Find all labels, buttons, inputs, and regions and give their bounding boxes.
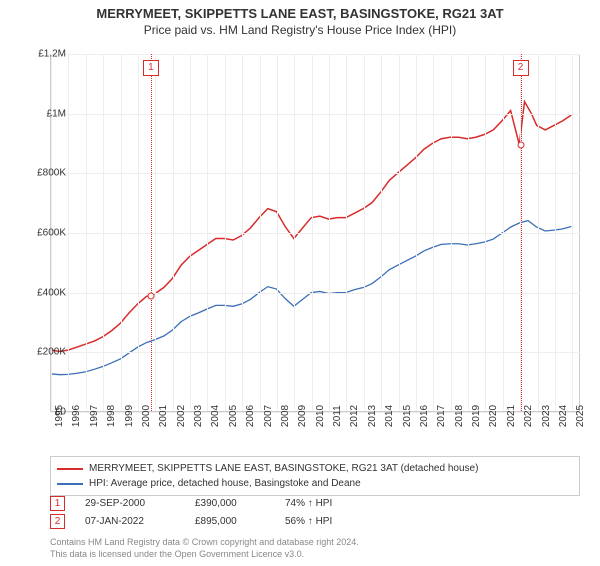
event-point-marker <box>147 292 154 299</box>
legend-row: MERRYMEET, SKIPPETTS LANE EAST, BASINGST… <box>57 461 573 476</box>
event-row: 2 07-JAN-2022 £895,000 56% ↑ HPI <box>50 512 580 530</box>
event-vline <box>151 54 152 411</box>
chart-title-sub: Price paid vs. HM Land Registry's House … <box>0 23 600 37</box>
chart-area: 12 <box>50 54 580 412</box>
x-axis-label: 1996 <box>71 405 82 427</box>
x-axis-label: 2003 <box>193 405 204 427</box>
x-axis-label: 2008 <box>280 405 291 427</box>
legend-swatch <box>57 468 83 470</box>
x-axis-label: 2000 <box>141 405 152 427</box>
x-axis-label: 2007 <box>263 405 274 427</box>
event-table: 1 29-SEP-2000 £390,000 74% ↑ HPI 2 07-JAN-202… <box>50 494 580 530</box>
x-axis-label: 1997 <box>89 405 100 427</box>
x-axis-label: 2002 <box>176 405 187 427</box>
x-axis-label: 2014 <box>384 405 395 427</box>
x-axis-label: 1999 <box>124 405 135 427</box>
x-axis-label: 2010 <box>315 405 326 427</box>
event-marker-box: 2 <box>513 60 529 76</box>
event-row-price: £895,000 <box>195 516 265 527</box>
x-axis-label: 2004 <box>210 405 221 427</box>
x-axis-label: 2020 <box>488 405 499 427</box>
x-axis-label: 2025 <box>575 405 586 427</box>
chart-title-main: MERRYMEET, SKIPPETTS LANE EAST, BASINGST… <box>0 6 600 21</box>
event-row-date: 29-SEP-2000 <box>85 498 175 509</box>
legend-swatch <box>57 483 83 485</box>
x-axis-label: 2023 <box>541 405 552 427</box>
footer-line-2: This data is licensed under the Open Gov… <box>50 548 359 560</box>
event-point-marker <box>517 141 524 148</box>
event-row: 1 29-SEP-2000 £390,000 74% ↑ HPI <box>50 494 580 512</box>
x-axis-label: 2001 <box>158 405 169 427</box>
y-axis-label: £1.2M <box>38 49 66 60</box>
event-row-price: £390,000 <box>195 498 265 509</box>
footer-text: Contains HM Land Registry data © Crown c… <box>50 536 359 560</box>
legend-label: MERRYMEET, SKIPPETTS LANE EAST, BASINGST… <box>89 463 478 474</box>
x-axis-label: 2015 <box>402 405 413 427</box>
y-axis-label: £1M <box>47 108 66 119</box>
legend-box: MERRYMEET, SKIPPETTS LANE EAST, BASINGST… <box>50 456 580 496</box>
y-axis-label: £200K <box>37 347 66 358</box>
y-axis-label: £400K <box>37 287 66 298</box>
x-axis-label: 2024 <box>558 405 569 427</box>
x-axis-label: 2005 <box>228 405 239 427</box>
x-axis-label: 2022 <box>523 405 534 427</box>
x-axis-label: 1998 <box>106 405 117 427</box>
event-row-num: 1 <box>50 496 65 511</box>
x-axis-label: 2016 <box>419 405 430 427</box>
x-axis-label: 2017 <box>436 405 447 427</box>
legend-row: HPI: Average price, detached house, Basi… <box>57 476 573 491</box>
y-axis-label: £800K <box>37 168 66 179</box>
event-marker-box: 1 <box>143 60 159 76</box>
legend-label: HPI: Average price, detached house, Basi… <box>89 478 361 489</box>
event-vline <box>521 54 522 411</box>
x-axis-label: 2012 <box>349 405 360 427</box>
event-row-pct: 74% ↑ HPI <box>285 498 365 509</box>
x-axis-label: 1995 <box>54 405 65 427</box>
x-axis-label: 2021 <box>506 405 517 427</box>
x-axis-label: 2006 <box>245 405 256 427</box>
x-axis-label: 2009 <box>297 405 308 427</box>
event-row-num: 2 <box>50 514 65 529</box>
footer-line-1: Contains HM Land Registry data © Crown c… <box>50 536 359 548</box>
event-row-pct: 56% ↑ HPI <box>285 516 365 527</box>
x-axis-label: 2013 <box>367 405 378 427</box>
x-axis-label: 2019 <box>471 405 482 427</box>
x-axis-label: 2018 <box>454 405 465 427</box>
x-axis-label: 2011 <box>332 405 343 427</box>
event-row-date: 07-JAN-2022 <box>85 516 175 527</box>
y-axis-label: £600K <box>37 228 66 239</box>
